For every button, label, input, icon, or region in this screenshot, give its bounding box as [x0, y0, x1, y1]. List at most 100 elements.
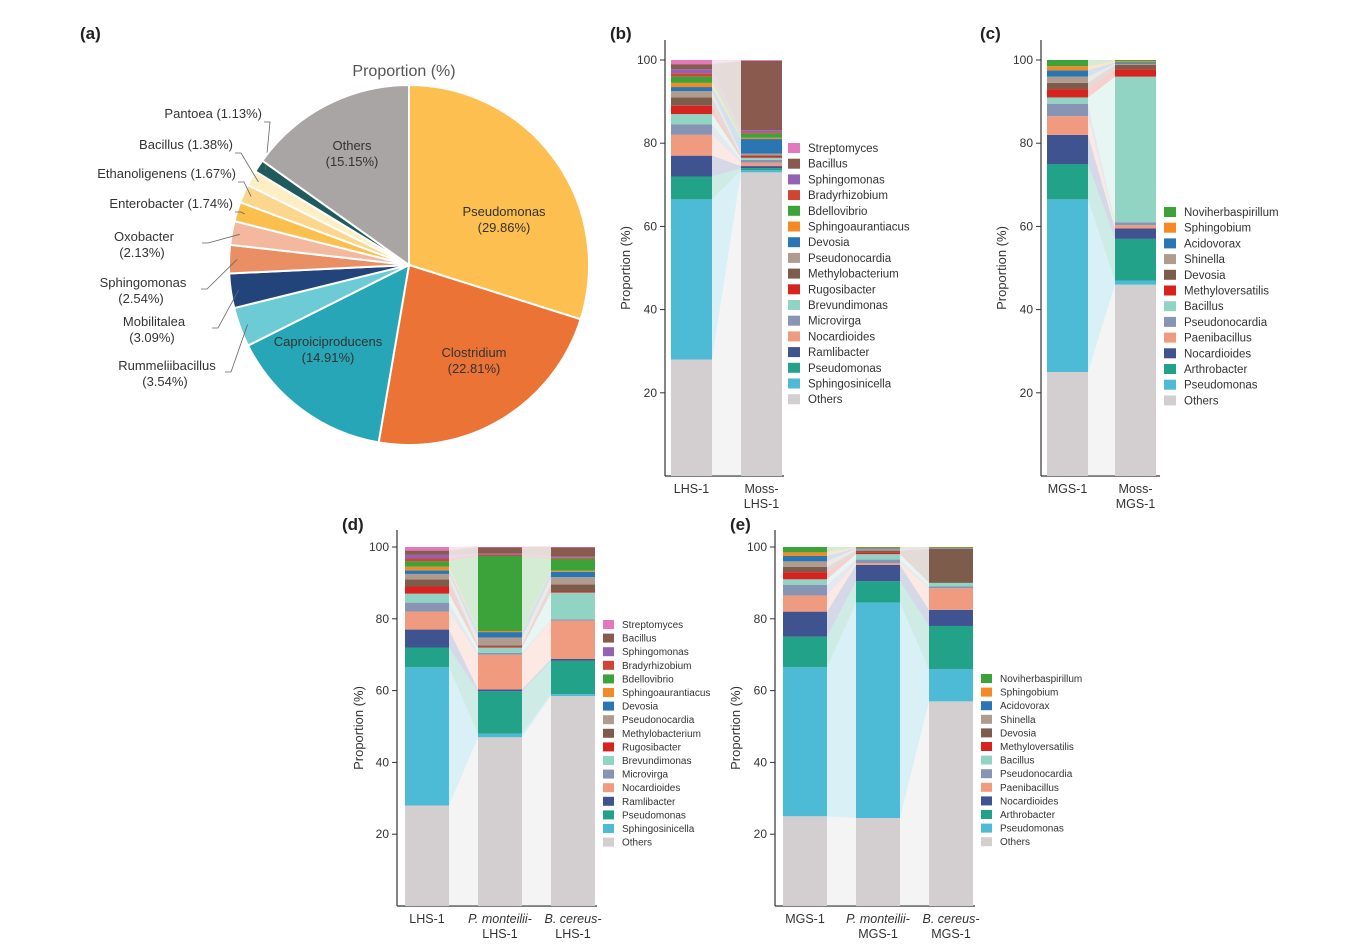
category-label: MGS-1	[931, 927, 971, 941]
bar-segment-sphingomonas	[671, 69, 712, 74]
legend-swatch-brevundimonas	[603, 756, 614, 765]
pie-slice-caproiciproducens	[246, 263, 411, 444]
bar-segment-pseudonocardia	[741, 153, 782, 156]
pie-pct-caproiciproducens: (14.91%)	[302, 350, 355, 365]
bar-segment-others	[856, 818, 900, 906]
bar-segment-brevundimonas	[405, 593, 449, 603]
flow-ribbon-pseudomonas	[827, 602, 856, 819]
bar-segment-streptomyces	[741, 60, 782, 61]
bar-segment-pseudonocardia	[671, 91, 712, 98]
flow-ribbon-sphingoaurantiacus	[712, 82, 741, 140]
bar-segment-sphingomonas	[741, 130, 782, 133]
bar-segment-pseudonocardia	[783, 584, 827, 596]
legend-swatch-ramlibacter	[788, 347, 800, 358]
pie-pct-clostridium: (22.81%)	[448, 361, 501, 376]
pie-chart: (a) Proportion (%) Pseudomonas(29.86%) Clos…	[80, 24, 590, 446]
bar-segment-sphingobium	[856, 547, 900, 549]
bar-segment-bacillus	[783, 579, 827, 585]
category-label: LHS-1	[409, 912, 444, 926]
bar-segment-acidovorax	[856, 548, 900, 549]
legend-swatch-microvirga	[788, 315, 800, 326]
legend-swatch-streptomyces	[603, 620, 614, 629]
flow-ribbon-shinella	[900, 548, 929, 551]
category-label: LHS-1	[482, 927, 517, 941]
legend-swatch-bdellovibrio	[788, 205, 800, 216]
category-label: Moss-	[1118, 482, 1152, 496]
y-tick-label: 20	[376, 827, 390, 841]
panel-label-e: (e)	[730, 515, 751, 534]
bar-segment-pseudomonas	[741, 168, 782, 171]
bar-segment-acidovorax	[1047, 70, 1088, 77]
legend-swatch-others	[603, 837, 614, 847]
bar-segment-paenibacillus	[929, 588, 973, 610]
legend-swatch-brevundimonas	[788, 300, 800, 310]
legend-label-streptomyces: Streptomyces	[622, 620, 683, 631]
pie-label-pct: (1.67%)	[190, 166, 236, 181]
pie-label-pct: (1.38%)	[187, 137, 233, 152]
legend-label-methyloversatilis: Methyloversatilis	[1000, 742, 1074, 753]
legend-label-bdellovibrio: Bdellovibrio	[622, 674, 674, 685]
y-tick-label: 60	[1020, 219, 1034, 233]
category-label: MGS-1	[785, 912, 825, 926]
legend-label-pseudomonas: Pseudomonas	[1184, 380, 1258, 392]
bar-segment-pseudonocardia	[929, 586, 973, 589]
flow-ribbon-pseudomonas	[1088, 199, 1115, 372]
legend-label-nocardioides: Nocardioides	[1000, 796, 1058, 807]
bar-segment-bacillus	[929, 582, 973, 587]
y-axis-label: Proportion (%)	[994, 226, 1009, 310]
flow-ribbon-pseudonocardia	[1088, 103, 1115, 226]
bar-segment-devosia	[405, 570, 449, 574]
bar-segment-microvirga	[478, 652, 522, 655]
bar-segment-nocardioides	[929, 609, 973, 626]
bar-segment-rugosibacter	[741, 156, 782, 158]
pie-label-name: Ethanoligenens	[97, 166, 190, 181]
flow-ribbon-methylobacterium	[449, 579, 478, 647]
flow-ribbon-bradyrhizobium	[712, 73, 741, 134]
legend-swatch-devosia	[981, 728, 992, 738]
legend-label-arthrobacter: Arthrobacter	[1000, 810, 1056, 821]
pie-pct-oxobacter: (2.13%)	[119, 245, 165, 260]
flow-ribbon-pseudonocardia	[827, 559, 856, 596]
flow-ribbon-acidovorax	[900, 547, 929, 549]
legend-swatch-methylobacterium	[603, 728, 614, 738]
pie-label-pct: (1.74%)	[187, 196, 233, 211]
pie-label-rummeliibacillus: Rummeliibacillus	[118, 358, 216, 373]
bar-segment-bradyrhizobium	[405, 558, 449, 562]
flow-ribbon-bacillus	[522, 547, 551, 557]
legend-swatch-bacillus	[603, 633, 614, 643]
legend-label-noviherbaspirillum: Noviherbaspirillum	[1184, 207, 1279, 219]
legend-swatch-sphingosinicella	[788, 378, 800, 389]
category-label: B. cereus-	[923, 912, 980, 926]
bar-segment-sphingoaurantiacus	[741, 137, 782, 140]
pie-label-bacillus: Bacillus (1.38%)	[139, 137, 233, 152]
bar-segment-pseudomonas	[478, 691, 522, 734]
flow-ribbon-ramlibacter	[449, 629, 478, 692]
pie-pct-sphingomonas: (2.54%)	[118, 291, 164, 306]
legend-label-bradyrhizobium: Bradyrhizobium	[808, 190, 888, 202]
bar-segment-others	[1115, 284, 1156, 476]
bar-segment-noviherbaspirillum	[929, 547, 973, 548]
bar-segment-brevundimonas	[551, 592, 595, 620]
bar-segment-bradyrhizobium	[551, 557, 595, 559]
pie-label-clostridium: Clostridium	[441, 345, 506, 360]
pie-label-others: Others	[332, 138, 372, 153]
bar-segment-ramlibacter	[741, 166, 782, 169]
bar-segment-methylobacterium	[478, 645, 522, 647]
flow-ribbon-sphingosinicella	[522, 694, 551, 738]
bar-segment-bdellovibrio	[671, 76, 712, 83]
y-tick-label: 40	[644, 303, 658, 317]
legend-label-bacillus: Bacillus	[622, 634, 656, 645]
legend-swatch-nocardioides	[788, 331, 800, 342]
bar-segment-others	[551, 695, 595, 906]
bar-segment-shinella	[929, 548, 973, 549]
bar-segment-nocardioides	[405, 611, 449, 630]
legend-label-bacillus: Bacillus	[1184, 301, 1224, 313]
legend-label-devosia: Devosia	[808, 237, 850, 249]
bar-segment-devosia	[856, 550, 900, 553]
bar-segment-arthrobacter	[1047, 164, 1088, 200]
legend-swatch-pseudonocardia	[788, 252, 800, 263]
bar-segment-rugosibacter	[405, 586, 449, 594]
pie-title: Proportion (%)	[352, 63, 455, 80]
bar-segment-devosia	[1115, 64, 1156, 70]
